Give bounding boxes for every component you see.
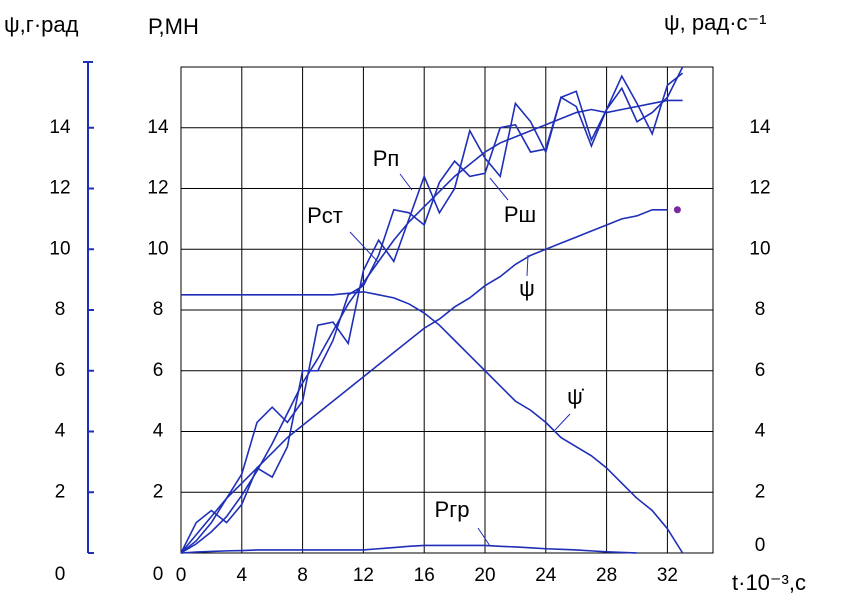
label-leader bbox=[349, 231, 379, 263]
x-tick-label: 4 bbox=[237, 565, 248, 586]
series-label: ψ bbox=[519, 276, 535, 301]
series-label: Ргр bbox=[435, 497, 470, 522]
series-line bbox=[180, 66, 684, 554]
label-leader bbox=[399, 173, 413, 191]
y-axis-label: Р,МН bbox=[148, 14, 199, 39]
x-tick-label: 12 bbox=[353, 565, 374, 586]
y3-tick-label: 0 bbox=[55, 564, 66, 585]
x-tick-label: 32 bbox=[657, 565, 678, 586]
x-axis-label: t·10⁻³,с bbox=[732, 570, 806, 595]
y2-tick-label: 4 bbox=[755, 421, 766, 442]
y2-tick-label: 8 bbox=[755, 299, 766, 320]
label-leader bbox=[477, 527, 491, 547]
y-tick-label: 8 bbox=[153, 299, 164, 320]
series-label: ψ̇ bbox=[567, 384, 584, 409]
y3-tick-label: 2 bbox=[55, 481, 66, 502]
x-tick-label: 28 bbox=[596, 565, 617, 586]
y3-tick-label: 4 bbox=[55, 421, 66, 442]
end-point bbox=[673, 206, 681, 214]
x-tick-label: 8 bbox=[297, 565, 308, 586]
label-leader bbox=[554, 413, 571, 431]
y3-tick-label: 8 bbox=[55, 299, 66, 320]
y2-tick-label: 0 bbox=[755, 535, 766, 556]
label-leader bbox=[489, 177, 509, 201]
label-leader bbox=[526, 254, 529, 277]
series-label: Рш bbox=[504, 202, 536, 227]
y2-axis-label: ψ, рад·с⁻¹ bbox=[664, 10, 766, 35]
y-tick-label: 0 bbox=[153, 564, 164, 585]
y2-tick-label: 2 bbox=[755, 481, 766, 502]
y2-tick-label: 6 bbox=[755, 360, 766, 381]
series-line bbox=[180, 72, 684, 554]
y2-tick-label: 12 bbox=[749, 178, 770, 199]
series-line bbox=[180, 544, 638, 554]
series-label: Рп bbox=[373, 146, 400, 171]
y3-tick-label: 12 bbox=[49, 178, 70, 199]
x-tick-label: 0 bbox=[176, 565, 187, 586]
y3-axis-label: ψ,г·рад bbox=[4, 12, 79, 37]
y2-tick-label: 14 bbox=[749, 117, 771, 138]
y3-tick-label: 14 bbox=[49, 117, 71, 138]
y-tick-label: 2 bbox=[153, 481, 164, 502]
x-tick-label: 16 bbox=[414, 565, 435, 586]
x-tick-label: 20 bbox=[474, 565, 495, 586]
y3-tick-label: 10 bbox=[49, 238, 70, 259]
y2-tick-label: 10 bbox=[749, 238, 770, 259]
y3-tick-label: 6 bbox=[55, 360, 66, 381]
y-tick-label: 4 bbox=[153, 421, 164, 442]
series-line bbox=[181, 290, 684, 554]
y-tick-label: 10 bbox=[147, 238, 168, 259]
y-tick-label: 6 bbox=[153, 360, 164, 381]
y-tick-label: 14 bbox=[147, 117, 169, 138]
series-label: Рст bbox=[307, 203, 343, 228]
x-tick-label: 24 bbox=[535, 565, 557, 586]
y-tick-label: 12 bbox=[147, 178, 168, 199]
series-line bbox=[180, 99, 683, 554]
series-line bbox=[180, 208, 668, 554]
